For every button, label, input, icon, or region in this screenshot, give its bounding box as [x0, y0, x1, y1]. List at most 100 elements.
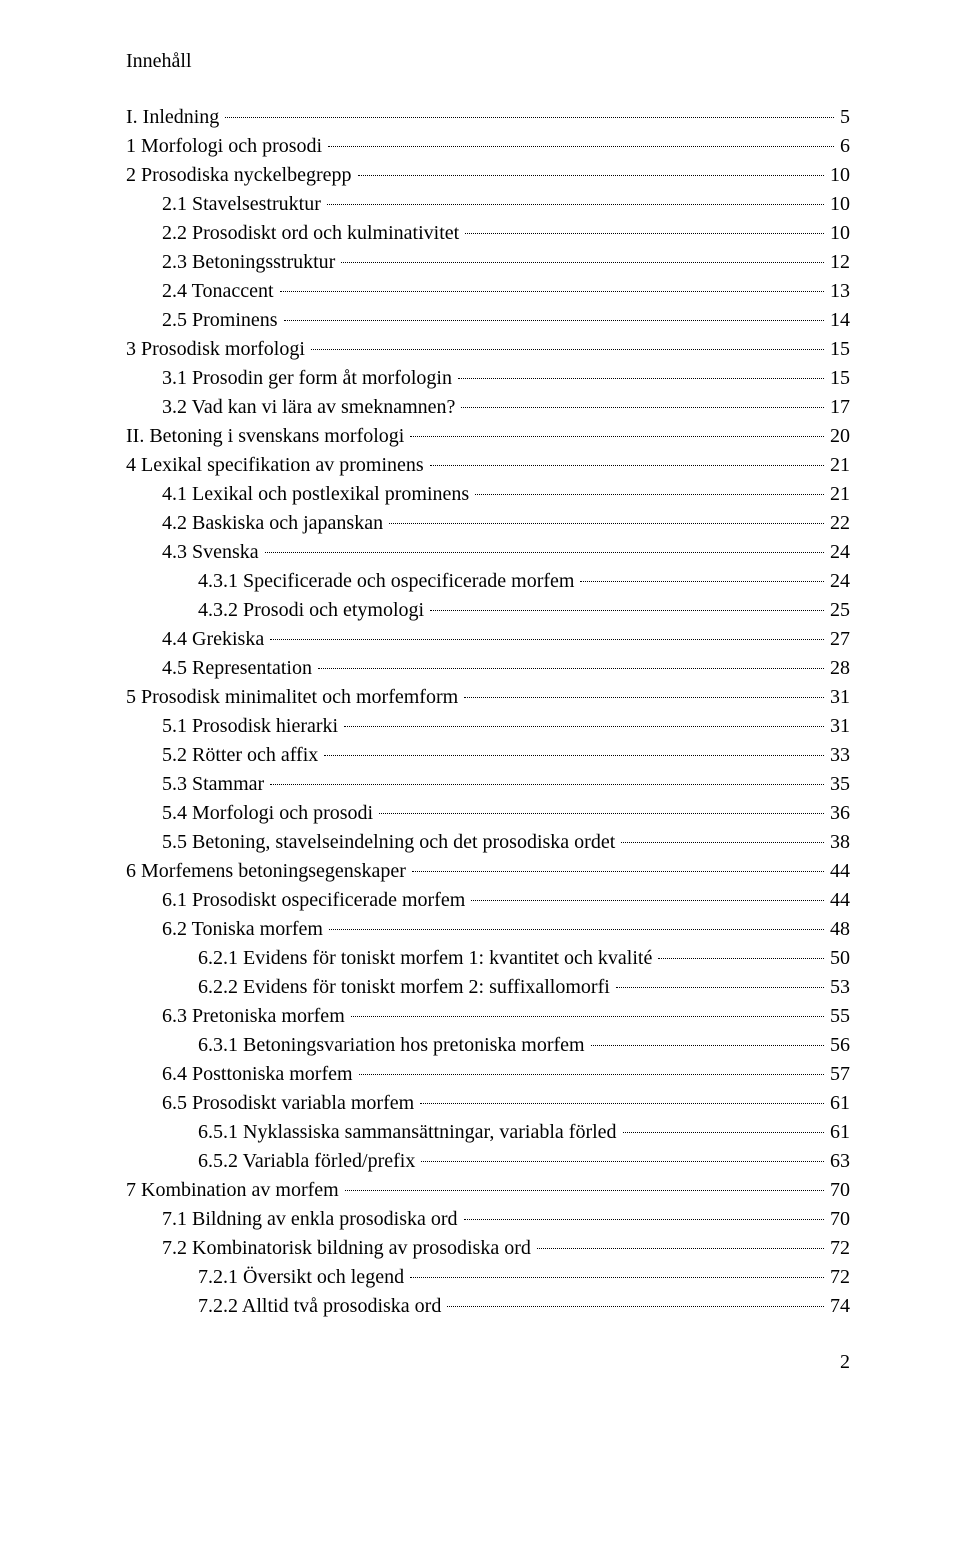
- toc-entry: 5.4 Morfologi och prosodi 36: [126, 799, 850, 828]
- toc-entry-label: 4 Lexikal specifikation av prominens: [126, 451, 428, 480]
- toc-entry-page: 15: [826, 364, 850, 393]
- toc-leader-dots: [464, 697, 824, 698]
- toc-entry: 5 Prosodisk minimalitet och morfemform31: [126, 683, 850, 712]
- toc-entry: 7 Kombination av morfem 70: [126, 1176, 850, 1205]
- toc-entry-page: 61: [826, 1118, 850, 1147]
- toc-entry-label: 2 Prosodiska nyckelbegrepp: [126, 161, 356, 190]
- toc-entry: 6.2.1 Evidens för toniskt morfem 1: kvan…: [126, 944, 850, 973]
- toc-leader-dots: [284, 320, 824, 321]
- toc-leader-dots: [591, 1045, 824, 1046]
- toc-entry: 5.2 Rötter och affix33: [126, 741, 850, 770]
- toc-entry: 2.2 Prosodiskt ord och kulminativitet10: [126, 219, 850, 248]
- toc-entry: 6.4 Posttoniska morfem57: [126, 1060, 850, 1089]
- toc-entry-page: 70: [826, 1176, 850, 1205]
- toc-entry: 6 Morfemens betoningsegenskaper44: [126, 857, 850, 886]
- toc-entry-label: 7.1 Bildning av enkla prosodiska ord: [162, 1205, 462, 1234]
- toc-entry-page: 31: [826, 712, 850, 741]
- toc-leader-dots: [410, 436, 824, 437]
- toc-leader-dots: [430, 465, 824, 466]
- toc-leader-dots: [265, 552, 824, 553]
- toc-entry: 3 Prosodisk morfologi15: [126, 335, 850, 364]
- toc-entry: 4 Lexikal specifikation av prominens21: [126, 451, 850, 480]
- toc-leader-dots: [420, 1103, 824, 1104]
- toc-entry: 4.2 Baskiska och japanskan22: [126, 509, 850, 538]
- toc-entry: 4.1 Lexikal och postlexikal prominens 21: [126, 480, 850, 509]
- toc-leader-dots: [475, 494, 824, 495]
- toc-entry-label: 6.5.2 Variabla förled/prefix: [198, 1147, 419, 1176]
- toc-leader-dots: [270, 784, 824, 785]
- toc-entry: 7.2 Kombinatorisk bildning av prosodiska…: [126, 1234, 850, 1263]
- toc-entry: 6.3 Pretoniska morfem 55: [126, 1002, 850, 1031]
- toc-leader-dots: [379, 813, 824, 814]
- toc-entry: 7.1 Bildning av enkla prosodiska ord 70: [126, 1205, 850, 1234]
- toc-entry-label: 1 Morfologi och prosodi: [126, 132, 326, 161]
- toc-entry-page: 31: [826, 683, 850, 712]
- toc-entry: 4.3 Svenska24: [126, 538, 850, 567]
- toc-entry: 6.5.2 Variabla förled/prefix63: [126, 1147, 850, 1176]
- toc-leader-dots: [359, 1074, 824, 1075]
- toc-entry-label: 4.3.1 Specificerade och ospecificerade m…: [198, 567, 578, 596]
- toc-entry-page: 17: [826, 393, 850, 422]
- toc-entry: 7.2.2 Alltid två prosodiska ord74: [126, 1292, 850, 1321]
- toc-entry-page: 44: [826, 886, 850, 915]
- toc-entry: 6.5 Prosodiskt variabla morfem61: [126, 1089, 850, 1118]
- toc-entry-label: 7.2.2 Alltid två prosodiska ord: [198, 1292, 445, 1321]
- toc-leader-dots: [458, 378, 824, 379]
- toc-leader-dots: [461, 407, 824, 408]
- toc-entry-label: 3 Prosodisk morfologi: [126, 335, 309, 364]
- toc-entry-page: 70: [826, 1205, 850, 1234]
- toc-entry-label: 3.1 Prosodin ger form åt morfologin: [162, 364, 456, 393]
- toc-entry: 5.3 Stammar35: [126, 770, 850, 799]
- toc-entry: 2.4 Tonaccent13: [126, 277, 850, 306]
- toc-entry-page: 57: [826, 1060, 850, 1089]
- toc-entry-label: 4.5 Representation: [162, 654, 316, 683]
- toc-list: I. Inledning 51 Morfologi och prosodi62 P…: [126, 103, 850, 1321]
- toc-entry-label: 6.2.1 Evidens för toniskt morfem 1: kvan…: [198, 944, 656, 973]
- toc-leader-dots: [430, 610, 824, 611]
- toc-entry-page: 36: [826, 799, 850, 828]
- toc-entry-label: 5.3 Stammar: [162, 770, 268, 799]
- toc-leader-dots: [658, 958, 824, 959]
- toc-entry-page: 10: [826, 219, 850, 248]
- toc-entry-page: 44: [826, 857, 850, 886]
- toc-entry: 6.2 Toniska morfem48: [126, 915, 850, 944]
- toc-entry-label: 4.4 Grekiska: [162, 625, 268, 654]
- toc-entry-page: 61: [826, 1089, 850, 1118]
- toc-leader-dots: [447, 1306, 824, 1307]
- toc-entry-page: 21: [826, 480, 850, 509]
- toc-entry-page: 56: [826, 1031, 850, 1060]
- toc-entry-page: 48: [826, 915, 850, 944]
- toc-entry-label: 6.3 Pretoniska morfem: [162, 1002, 349, 1031]
- toc-entry-label: 2.1 Stavelsestruktur: [162, 190, 325, 219]
- toc-entry-page: 22: [826, 509, 850, 538]
- toc-entry-page: 20: [826, 422, 850, 451]
- toc-entry: 3.1 Prosodin ger form åt morfologin 15: [126, 364, 850, 393]
- toc-entry: 4.4 Grekiska27: [126, 625, 850, 654]
- toc-entry-label: 7 Kombination av morfem: [126, 1176, 343, 1205]
- toc-entry-page: 28: [826, 654, 850, 683]
- toc-leader-dots: [471, 900, 824, 901]
- toc-entry-label: 7.2.1 Översikt och legend: [198, 1263, 408, 1292]
- toc-leader-dots: [389, 523, 824, 524]
- toc-entry: 4.3.1 Specificerade och ospecificerade m…: [126, 567, 850, 596]
- toc-leader-dots: [621, 842, 824, 843]
- toc-leader-dots: [580, 581, 824, 582]
- toc-entry-page: 5: [836, 103, 850, 132]
- toc-entry: 1 Morfologi och prosodi6: [126, 132, 850, 161]
- toc-entry: 2 Prosodiska nyckelbegrepp10: [126, 161, 850, 190]
- toc-entry-label: 6.2.2 Evidens för toniskt morfem 2: suff…: [198, 973, 614, 1002]
- toc-entry: 5.1 Prosodisk hierarki31: [126, 712, 850, 741]
- toc-leader-dots: [410, 1277, 824, 1278]
- toc-entry-page: 12: [826, 248, 850, 277]
- toc-entry-label: 5.4 Morfologi och prosodi: [162, 799, 377, 828]
- toc-title: Innehåll: [126, 50, 850, 73]
- toc-entry-page: 72: [826, 1234, 850, 1263]
- toc-leader-dots: [412, 871, 824, 872]
- toc-entry-label: 6.1 Prosodiskt ospecificerade morfem: [162, 886, 469, 915]
- toc-leader-dots: [270, 639, 824, 640]
- toc-entry-label: 5.2 Rötter och affix: [162, 741, 322, 770]
- toc-entry-page: 55: [826, 1002, 850, 1031]
- toc-entry-label: I. Inledning: [126, 103, 223, 132]
- toc-entry-label: 5.5 Betoning, stavelseindelning och det …: [162, 828, 619, 857]
- toc-entry-label: 4.1 Lexikal och postlexikal prominens: [162, 480, 473, 509]
